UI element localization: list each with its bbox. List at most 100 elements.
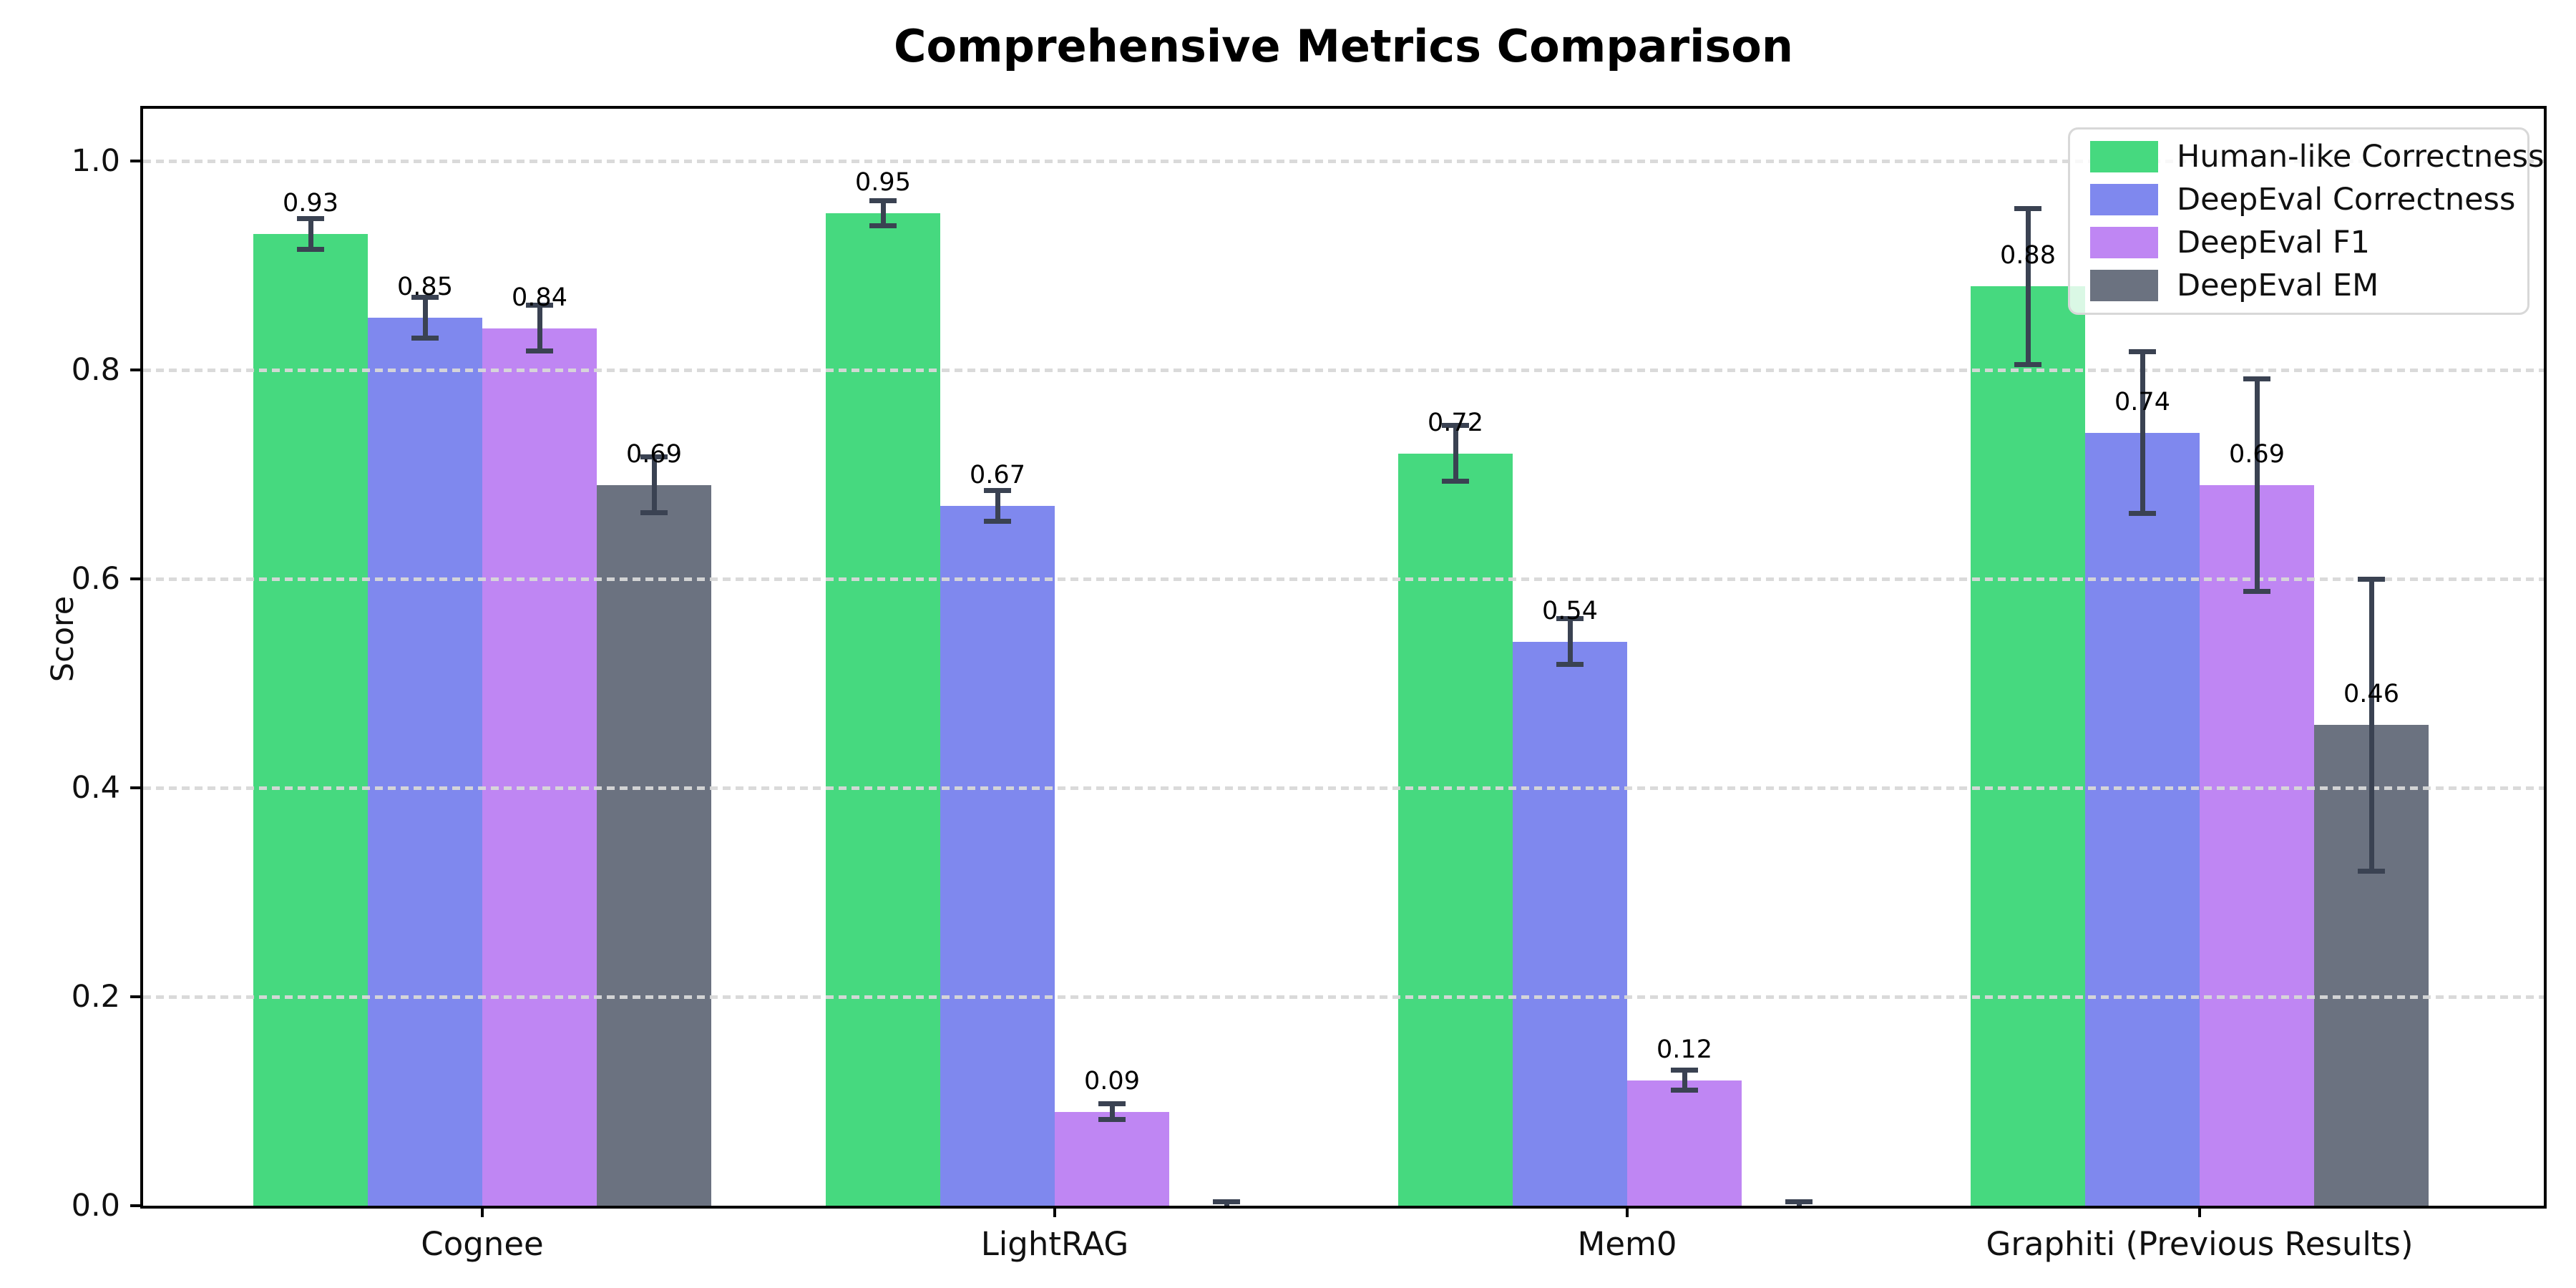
error-bar-cap-top <box>1213 1199 1240 1205</box>
bar-value-label: 0.09 <box>1084 1066 1140 1096</box>
bar <box>1513 642 1627 1206</box>
bar <box>2085 433 2200 1206</box>
bar <box>1971 286 2085 1206</box>
error-bar-cap-top <box>1442 423 1469 429</box>
error-bar-cap-bottom <box>411 336 439 341</box>
bar-value-label: 0.69 <box>626 439 682 469</box>
error-bar-line <box>308 218 313 250</box>
legend-item: DeepEval EM <box>2090 268 2527 303</box>
error-bar-cap-top <box>1785 1199 1813 1205</box>
y-tick-label: 0.8 <box>71 352 120 388</box>
bar <box>597 485 711 1206</box>
error-bar-cap-bottom <box>984 518 1011 524</box>
error-bar-cap-bottom <box>2014 361 2041 367</box>
error-bar-line <box>651 457 657 513</box>
error-bar-cap-bottom <box>1556 661 1584 667</box>
x-tick-label: Cognee <box>421 1225 544 1263</box>
x-tick-label: Graphiti (Previous Results) <box>1986 1225 2414 1263</box>
y-tick-mark <box>130 577 143 580</box>
y-tick-label: 1.0 <box>71 143 120 179</box>
error-bar-cap-bottom <box>2358 868 2385 874</box>
error-bar-line <box>2254 378 2260 592</box>
x-tick-mark <box>2198 1206 2201 1217</box>
error-bar-cap-top <box>2243 376 2270 381</box>
gridline <box>143 786 2544 790</box>
error-bar-cap-bottom <box>2129 511 2156 517</box>
error-bar-cap-bottom <box>297 247 324 253</box>
legend-item: DeepEval Correctness <box>2090 182 2527 218</box>
error-bar-cap-bottom <box>2243 588 2270 594</box>
gridline <box>143 160 2544 163</box>
y-tick-mark <box>130 160 143 162</box>
x-tick-mark <box>481 1206 484 1217</box>
error-bar-line <box>2140 351 2145 514</box>
error-bar-line <box>2025 208 2031 365</box>
error-bar-cap-top <box>2358 577 2385 582</box>
legend: Human-like Correctness DeepEval Correctne… <box>2068 127 2544 315</box>
legend-item: DeepEval F1 <box>2090 225 2527 260</box>
error-bar-cap-top <box>526 303 553 308</box>
legend-swatch <box>2090 270 2158 301</box>
y-tick-mark <box>130 995 143 998</box>
error-bar-line <box>1567 618 1573 665</box>
bar <box>1627 1080 1742 1206</box>
legend-swatch <box>2090 184 2158 215</box>
error-bar-line <box>1682 1070 1687 1091</box>
bar-value-label: 0.95 <box>855 168 911 197</box>
bar <box>482 328 597 1206</box>
y-tick-label: 0.2 <box>71 979 120 1015</box>
chart-title: Comprehensive Metrics Comparison <box>893 20 1794 72</box>
bar-value-label: 0.93 <box>283 189 338 218</box>
error-bar-cap-top <box>2129 348 2156 354</box>
bar-value-label: 0.67 <box>970 460 1025 489</box>
error-bar-cap-bottom <box>1671 1088 1698 1093</box>
legend-label: Human-like Correctness <box>2177 139 2544 175</box>
y-tick-label: 0.0 <box>71 1188 120 1224</box>
y-tick-label: 0.6 <box>71 561 120 597</box>
error-bar-cap-bottom <box>1442 479 1469 484</box>
error-bar-cap-top <box>984 487 1011 493</box>
x-tick-label: LightRAG <box>980 1225 1129 1263</box>
bar-value-label: 0.69 <box>2229 439 2285 469</box>
error-bar-cap-bottom <box>1098 1117 1126 1123</box>
legend-item: Human-like Correctness <box>2090 139 2544 175</box>
error-bar-cap-bottom <box>526 348 553 353</box>
x-tick-mark <box>1053 1206 1056 1217</box>
legend-swatch <box>2090 141 2158 172</box>
gridline <box>143 369 2544 372</box>
bar <box>253 234 368 1206</box>
gridline <box>143 995 2544 999</box>
y-tick-mark <box>130 369 143 371</box>
legend-label: DeepEval EM <box>2177 268 2379 303</box>
y-tick-label: 0.4 <box>71 770 120 806</box>
bar <box>2200 485 2314 1206</box>
legend-swatch <box>2090 227 2158 258</box>
bar-value-label: 0.46 <box>2343 680 2399 709</box>
bar <box>940 506 1055 1206</box>
bar-value-label: 0.88 <box>2000 241 2056 270</box>
bar <box>826 213 940 1206</box>
x-tick-mark <box>1626 1206 1629 1217</box>
legend-label: DeepEval F1 <box>2177 225 2370 260</box>
error-bar-line <box>880 200 886 226</box>
error-bar-cap-top <box>1556 616 1584 622</box>
error-bar-line <box>1453 425 1458 482</box>
error-bar-cap-top <box>2014 205 2041 211</box>
bar <box>368 318 482 1206</box>
bar-value-label: 0.12 <box>1657 1035 1712 1064</box>
error-bar-line <box>1109 1103 1115 1121</box>
error-bar-cap-top <box>1671 1068 1698 1073</box>
y-tick-mark <box>130 1204 143 1207</box>
bar-value-label: 0.72 <box>1428 408 1483 437</box>
plot-area: 0.93 0.95 0.72 0.88 0.85 0.67 0.54 0.74 0.84 0.09… <box>143 109 2544 1206</box>
error-bar-line <box>537 305 542 351</box>
error-bar-line <box>995 489 1000 522</box>
error-bar-cap-bottom <box>640 510 668 516</box>
bar <box>1055 1112 1169 1206</box>
bar-value-label: 0.85 <box>397 273 453 301</box>
error-bar-cap-top <box>640 454 668 460</box>
error-bar-line <box>2368 579 2374 872</box>
error-bar-cap-bottom <box>869 223 897 228</box>
error-bar-line <box>422 296 428 339</box>
error-bar-cap-top <box>297 216 324 222</box>
